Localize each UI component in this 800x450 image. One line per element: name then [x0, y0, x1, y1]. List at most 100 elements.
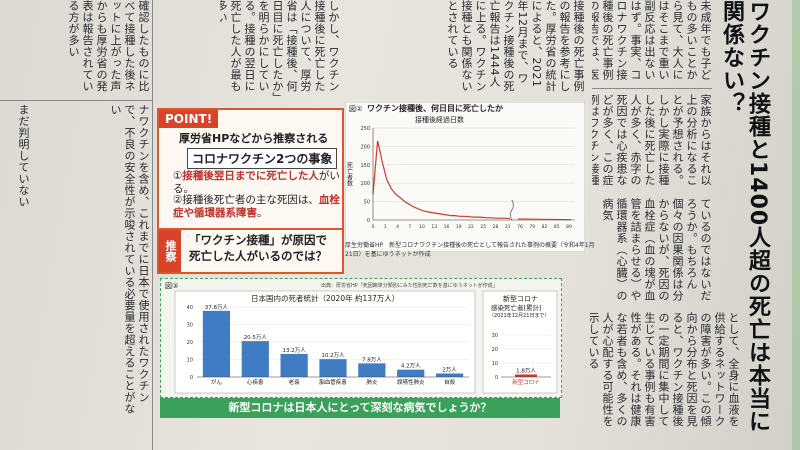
body-text-right-1: 未成年でも子どもの多いことから見て、大人にはそこまで重い副反応は出ないはず。事実…: [592, 0, 712, 81]
fig3-side-title2: 感染死亡者[累計]: [491, 303, 542, 312]
fig2-frame: [345, 102, 585, 252]
fig2-ytick: 150: [360, 163, 370, 169]
fig3-value-label: 20.5万人: [244, 334, 268, 341]
fig2-series-line: [372, 140, 510, 220]
fig3-side-value-label: 1.8万人: [516, 367, 536, 374]
fig2-xtick: 79: [529, 224, 535, 230]
fig3-ytick: 0: [190, 375, 193, 381]
fig2-ytick: 200: [360, 144, 370, 150]
body-text-mid-2: しかし、ワクチン接種後に死亡した人について、厚労省は「接種後、何日目に死亡したか…: [220, 0, 340, 98]
fig3-bar: [397, 369, 425, 377]
point-title2: コロナワクチン2つの事象: [187, 148, 338, 169]
headline: ワクチン接種と1400人超の死亡は本当に関係ない？: [719, 0, 770, 434]
fig2-xtick: 85: [554, 224, 560, 230]
fig3-side-bar: [515, 374, 537, 377]
body-text-right-2: 家族からはそれ以上の分析になることが予想される。しかし実際に接種した後に死亡した…: [592, 94, 712, 186]
fig3-ytick: 40: [187, 305, 193, 311]
fig2-xtick: 31: [505, 224, 511, 230]
point-tag: POINT!: [159, 110, 219, 128]
fig3-bar: [319, 359, 347, 377]
fig2-xlabel: 接種後経過日数: [415, 115, 464, 124]
fig3-label: 図③: [165, 282, 178, 290]
body-text-right-5: [742, 210, 768, 310]
fig2-xtick: 4: [396, 224, 399, 230]
fig3-category-label: 脳血管疾患: [319, 378, 347, 386]
fig3-category-label: 誤嚥性肺炎: [397, 378, 425, 386]
fig3-value-label: 13.2万人: [283, 347, 307, 354]
body-text-left-2: ナワクチンを含め、これまでに日本で使用されたワクチンで、不良の安全性が示唆されて…: [109, 104, 150, 415]
fig2-xtick: 82: [542, 224, 548, 230]
fig3-side-ytick: 0: [495, 375, 498, 381]
column-rule-vertical: [152, 0, 153, 450]
footer-question: 新型コロナは日本人にとって深刻な病気でしょうか？: [160, 398, 560, 418]
fig2-xtick: 76: [517, 224, 523, 230]
fig3-category-label: 心疾患: [247, 378, 264, 386]
figure-3-box: 図③ 出典：厚労省HP「死因簡単分類別にみた性別死亡数を基にゆうネットが作成」 …: [160, 278, 562, 398]
page-edge-tint: [792, 0, 800, 450]
fig3-side-category-label: 新型コロナ: [512, 378, 540, 386]
fig2-ytick: 50: [364, 200, 370, 206]
fig2-xtick: 22: [468, 224, 474, 230]
fig3-value-label: 7.8万人: [362, 356, 382, 363]
figure-2-chart: 図② ワクチン接種後、何日目に死亡したか 接種後経過日数 死亡者数 050100…: [345, 102, 585, 252]
fig2-xtick: 16: [444, 224, 450, 230]
fig3-ytick: 20: [187, 340, 193, 346]
body-text-mid-1: 接種後の死亡事例の報告を参考にした。厚労省の統計によると、2021年12月まで、…: [446, 0, 585, 92]
fig2-ytick: 0: [367, 218, 370, 224]
point-box: POINT! 厚労省HPなどから推察される コロナワクチン2つの事象 ①接種後翌…: [157, 108, 344, 230]
point-title: 厚労省HPなどから推察される: [179, 132, 329, 145]
point-item-1: ①接種後翌日までに死亡した人がいる。: [173, 170, 340, 195]
figure-3-chart: 図③ 出典：厚労省HP「死因簡単分類別にみた性別死亡数を基にゆうネットが作成」 …: [165, 282, 558, 394]
fig2-plot: 0 50 100 150 200 250 0 1 4 7 10 13 16 19 22 25 28 31 76 79 8…: [360, 126, 575, 230]
fig2-xtick: 1: [384, 224, 387, 230]
fig3-bar: [280, 353, 308, 377]
fig2-xtick: 25: [480, 224, 486, 230]
fig2-title: ワクチン接種後、何日目に死亡したか: [367, 103, 503, 113]
body-text-left-1: 確認したものに比べて接種した後ネットに上がった声からも厚労省の発表は報告されてい…: [67, 0, 150, 92]
fig3-value-label: 4.2万人: [401, 363, 421, 370]
body-text-right-3: ているのではないだろうか。もちろん個々の因果関係は分からないが、死因の血栓症（血…: [601, 198, 712, 302]
fig2-xtick: 0: [372, 224, 375, 230]
fig3-ytick: 10: [187, 358, 193, 364]
fig3-side-ytick: 10: [492, 361, 498, 367]
inference-tag: 推察: [159, 230, 181, 272]
fig3-ytick: 30: [187, 323, 193, 329]
column-rule: [0, 100, 152, 101]
fig3-side-title1: 新型コロナ: [503, 294, 538, 303]
fig2-ytick: 250: [360, 126, 370, 132]
fig3-category-label: 老衰: [289, 378, 301, 386]
fig2-xtick: 7: [408, 224, 411, 230]
fig3-bar: [241, 341, 269, 377]
fig3-category-label: がん: [211, 378, 223, 386]
fig3-category-label: 肺炎: [366, 379, 378, 386]
inference-box: 推察 「ワクチン接種」が原因で 死亡した人がいるのでは？: [157, 228, 344, 274]
fig3-bar: [358, 363, 386, 377]
fig3-side-ytick: 30: [492, 333, 498, 339]
fig3-value-label: 10.2万人: [321, 352, 345, 359]
column-rule: [592, 88, 712, 89]
fig3-title: 日本国内の死者統計（2020年 約137万人）: [251, 293, 399, 303]
fig3-source: 出典：厚労省HP「死因簡単分類別にみた性別死亡数を基にゆうネットが作成」: [321, 282, 498, 289]
fig3-side-title3: （2021年12月21日まで）: [489, 312, 549, 319]
body-text-left-3: まだ判明していない: [17, 104, 30, 208]
fig3-side-ytick: 20: [492, 347, 498, 353]
fig3-value-label: 37.8万人: [205, 304, 229, 311]
fig3-value-label: 2万人: [442, 367, 457, 374]
body-text-right-4: として、全身に血液を供給するネットワークの障害が多い。この傾向から分布と死因を見…: [590, 312, 740, 427]
fig2-xtick: 19: [456, 224, 462, 230]
fig2-series-tail: [517, 218, 572, 221]
fig2-label: 図②: [349, 105, 362, 113]
fig2-ylabel: 死亡者数: [346, 162, 353, 187]
fig2-xtick: 28: [493, 224, 499, 230]
fig2-xtick: 10: [419, 224, 425, 230]
fig2-xtick: 89: [566, 224, 572, 230]
point-item-2: ②接種後死亡者の主な死因は、血栓症や循環器系障害。: [173, 194, 340, 219]
fig2-caption: 厚生労働省HP 新型コロナワクチン接種後の死亡として報告された事例の概要（令和4…: [345, 242, 595, 258]
inference-text: 「ワクチン接種」が原因で 死亡した人がいるのでは？: [189, 233, 327, 263]
fig3-bar: [435, 373, 464, 377]
fig2-ytick: 100: [360, 181, 370, 187]
fig3-bar: [202, 310, 231, 377]
